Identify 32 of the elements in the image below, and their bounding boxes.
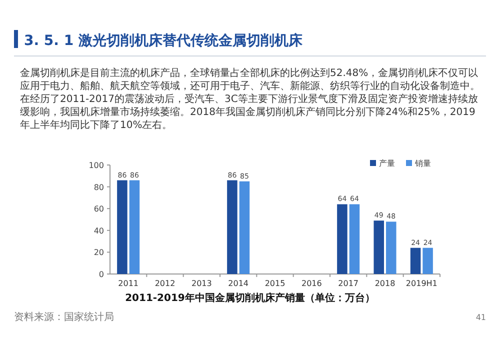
bar — [410, 248, 421, 274]
y-tick-label: 40 — [94, 226, 104, 236]
y-tick-label: 80 — [94, 182, 104, 192]
y-tick-label: 20 — [94, 248, 104, 258]
text: 3. 5. 1 激光切削机床替代传统金属切削机床 — [24, 32, 304, 49]
text: 资料来源：国家统计局 — [14, 311, 114, 323]
legend-label: 销量 — [414, 159, 431, 168]
bar — [386, 222, 396, 274]
bar — [129, 180, 140, 274]
text: 金属切削机床是目前主流的机床产品，全球销量占全部机床的比例达到52.48%，金属切削机床不仅可以应用于电力、船舶、航天航空等领域，还可用于电子、汽车、新能源、纺织等行业的自动化设备制造中。在经历了2011-2017的震荡波动后，受汽车、3C等主要下游行业景气度下滑及固定资产投资增速持续放缓影响，我国机床增量市场持续萎缩。2018年我国金属切削机床产销同比分别下降24%和25%，2019年上半年均同比下降了10%左右。 — [20, 67, 480, 131]
x-tick-label: 2016 — [301, 279, 322, 288]
x-tick-label: 2019H1 — [406, 279, 438, 288]
legend-label: 产量 — [379, 159, 395, 168]
x-tick-label: 2013 — [191, 279, 212, 288]
x-tick-label: 2014 — [228, 279, 249, 288]
bar — [349, 204, 360, 274]
x-tick-label: 2011 — [118, 279, 139, 288]
bar — [337, 204, 348, 274]
x-tick-label: 2012 — [154, 279, 176, 288]
bar — [239, 181, 250, 274]
text: 2011-2019年中国金属切削机床产销量（单位：万台） — [125, 292, 375, 304]
y-tick-label: 100 — [88, 161, 104, 170]
x-tick-label: 2017 — [338, 279, 359, 288]
bar — [374, 220, 384, 274]
x-tick-label: 2018 — [374, 279, 396, 288]
bar — [227, 180, 238, 274]
y-tick-label: 0 — [98, 270, 104, 279]
bar — [422, 248, 433, 274]
bar — [117, 180, 128, 274]
x-tick-label: 2015 — [264, 279, 286, 288]
text: 41 — [476, 313, 486, 322]
y-tick-label: 60 — [94, 204, 104, 214]
